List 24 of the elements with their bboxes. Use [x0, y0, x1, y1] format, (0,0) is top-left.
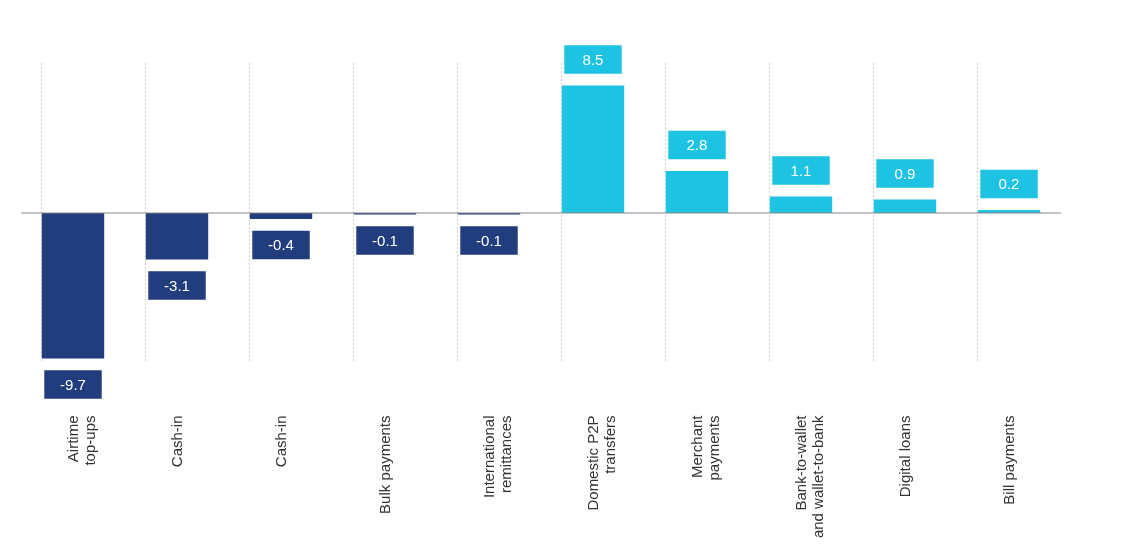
x-tick-label: Bill payments — [1000, 415, 1017, 505]
data-label: -0.4 — [268, 236, 294, 253]
bar — [145, 213, 209, 260]
x-tick-label: Cash-in — [168, 415, 185, 468]
data-label: 0.9 — [894, 164, 916, 182]
x-tick-label: Domestic P2P transfers — [584, 415, 618, 511]
x-tick-label: Digital loans — [896, 415, 913, 498]
data-label: -3.1 — [164, 276, 190, 294]
data-label: 2.8 — [686, 136, 708, 153]
bar — [561, 85, 625, 213]
data-label: 8.5 — [582, 50, 604, 68]
bar — [665, 171, 729, 213]
x-tick-label: Airtime top-ups — [64, 415, 98, 466]
data-label: -0.1 — [372, 231, 398, 249]
data-label: -9.7 — [60, 375, 86, 393]
data-label: 1.1 — [790, 161, 812, 179]
x-tick-label: Bulk payments — [376, 415, 393, 514]
x-tick-label: Cash-in — [272, 415, 289, 468]
x-tick-label: Merchant payments — [688, 414, 722, 481]
bar — [41, 213, 105, 359]
data-label: -0.1 — [476, 231, 502, 249]
x-tick-label: International remittances — [480, 415, 514, 499]
data-label: 0.2 — [998, 175, 1020, 192]
bar — [769, 196, 833, 213]
